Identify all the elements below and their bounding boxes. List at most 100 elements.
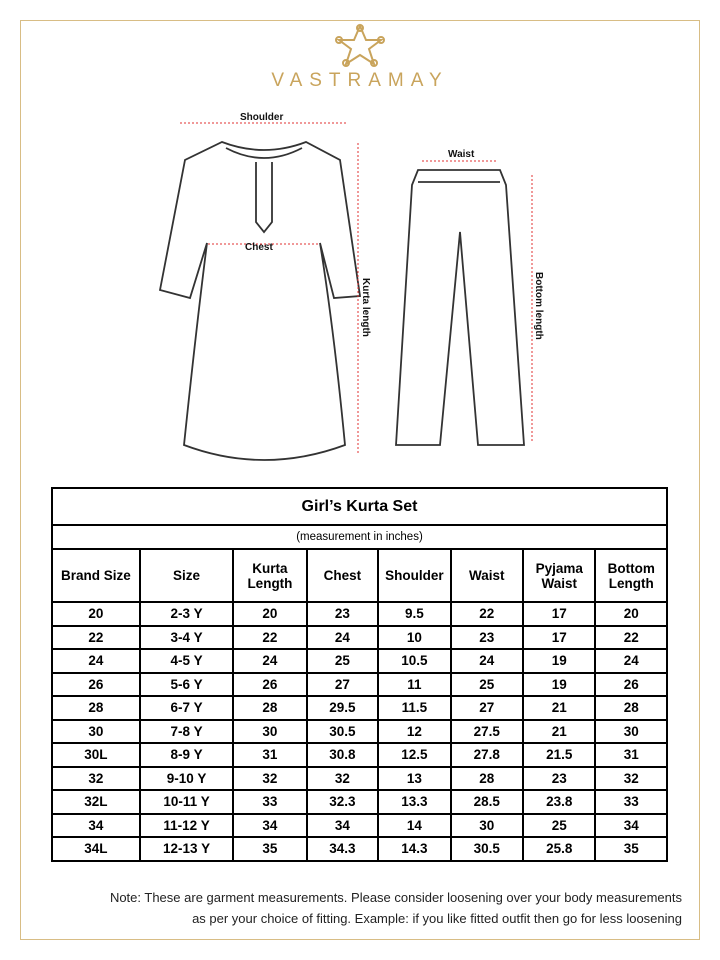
table-cell: 20	[594, 601, 668, 627]
table-cell: 19	[522, 648, 597, 674]
table-row: 20 2-3 Y 20 23 9.5 22 17 20	[51, 601, 668, 627]
table-cell: 34	[232, 812, 308, 838]
table-title: Girl’s Kurta Set	[51, 487, 668, 526]
table-cell: 28.5	[449, 789, 525, 815]
table-cell: 28	[232, 695, 308, 721]
table-cell: 25.8	[522, 836, 597, 862]
header-row: Brand Size Size Kurta Length Chest Shoulder W…	[51, 548, 668, 603]
column-header: Kurta Length	[232, 548, 308, 603]
table-cell: 30.5	[449, 836, 525, 862]
table-cell: 9.5	[377, 601, 452, 627]
column-header: Chest	[305, 548, 380, 603]
table-row: 34L 12-13 Y 35 34.3 14.3 30.5 25.8 35	[51, 836, 668, 862]
table-cell: 20	[232, 601, 308, 627]
table-cell: 34.3	[305, 836, 380, 862]
column-header: Brand Size	[51, 548, 141, 603]
table-cell: 21.5	[522, 742, 597, 768]
table-cell: 27	[449, 695, 525, 721]
table-cell: 4-5 Y	[138, 648, 235, 674]
table-cell: 32.3	[305, 789, 380, 815]
table-cell: 28	[594, 695, 668, 721]
table-cell: 8-9 Y	[138, 742, 235, 768]
table-cell: 26	[594, 671, 668, 697]
table-cell: 12.5	[377, 742, 452, 768]
table-cell: 9-10 Y	[138, 765, 235, 791]
table-row: 24 4-5 Y 24 25 10.5 24 19 24	[51, 648, 668, 674]
table-cell: 10-11 Y	[138, 789, 235, 815]
table-cell: 27.8	[449, 742, 525, 768]
table-cell: 23.8	[522, 789, 597, 815]
chest-label: Chest	[245, 242, 273, 253]
note-line-2: as per your choice of fitting. Example: …	[192, 911, 682, 926]
table-cell: 24	[232, 648, 308, 674]
table-cell: 32L	[51, 789, 141, 815]
table-cell: 32	[232, 765, 308, 791]
waist-label: Waist	[448, 149, 475, 160]
size-chart-table: Girl’s Kurta Set (measurement in inches)…	[51, 487, 668, 862]
table-cell: 30	[594, 718, 668, 744]
table-cell: 35	[594, 836, 668, 862]
table-cell: 25	[305, 648, 380, 674]
table-cell: 28	[449, 765, 525, 791]
table-row: 22 3-4 Y 22 24 10 23 17 22	[51, 624, 668, 650]
column-header: Waist	[449, 548, 525, 603]
brand-logo-icon	[335, 23, 385, 67]
table-cell: 30.5	[305, 718, 380, 744]
table-cell: 13.3	[377, 789, 452, 815]
table-cell: 10	[377, 624, 452, 650]
column-header: Bottom Length	[594, 548, 668, 603]
table-cell: 22	[449, 601, 525, 627]
table-row: 34 11-12 Y 34 34 14 30 25 34	[51, 812, 668, 838]
table-cell: 12	[377, 718, 452, 744]
table-cell: 14.3	[377, 836, 452, 862]
bottom-length-label: Bottom length	[533, 272, 544, 340]
brand-name: VASTRAMAY	[271, 70, 449, 91]
table-cell: 20	[51, 601, 141, 627]
column-header: Shoulder	[377, 548, 452, 603]
table-row: 30 7-8 Y 30 30.5 12 27.5 21 30	[51, 718, 668, 744]
table-cell: 22	[51, 624, 141, 650]
column-header: Pyjama Waist	[522, 548, 597, 603]
table-cell: 27.5	[449, 718, 525, 744]
table-cell: 23	[522, 765, 597, 791]
table-cell: 34	[594, 812, 668, 838]
table-cell: 11-12 Y	[138, 812, 235, 838]
table-cell: 25	[522, 812, 597, 838]
table-cell: 12-13 Y	[138, 836, 235, 862]
table-cell: 7-8 Y	[138, 718, 235, 744]
table-cell: 34L	[51, 836, 141, 862]
table-row: 26 5-6 Y 26 27 11 25 19 26	[51, 671, 668, 697]
shoulder-label: Shoulder	[240, 112, 283, 123]
kurta-length-label: Kurta length	[360, 278, 371, 337]
table-cell: 23	[449, 624, 525, 650]
table-cell: 28	[51, 695, 141, 721]
table-cell: 17	[522, 624, 597, 650]
table-cell: 11.5	[377, 695, 452, 721]
table-cell: 26	[51, 671, 141, 697]
table-cell: 25	[449, 671, 525, 697]
table-cell: 5-6 Y	[138, 671, 235, 697]
table-cell: 30L	[51, 742, 141, 768]
table-cell: 24	[594, 648, 668, 674]
table-cell: 24	[305, 624, 380, 650]
table-cell: 21	[522, 718, 597, 744]
table-cell: 32	[305, 765, 380, 791]
table-cell: 24	[51, 648, 141, 674]
table-cell: 32	[51, 765, 141, 791]
garment-illustration: Shoulder Chest Kurta length Waist Bottom…	[158, 112, 544, 461]
table-cell: 33	[232, 789, 308, 815]
table-row: 28 6-7 Y 28 29.5 11.5 27 21 28	[51, 695, 668, 721]
table-cell: 31	[232, 742, 308, 768]
table-cell: 2-3 Y	[138, 601, 235, 627]
table-cell: 33	[594, 789, 668, 815]
table-cell: 14	[377, 812, 452, 838]
table-row: 30L 8-9 Y 31 30.8 12.5 27.8 21.5 31	[51, 742, 668, 768]
table-cell: 11	[377, 671, 452, 697]
page-frame	[20, 20, 700, 940]
table-cell: 6-7 Y	[138, 695, 235, 721]
table-cell: 26	[232, 671, 308, 697]
table-cell: 35	[232, 836, 308, 862]
table-cell: 19	[522, 671, 597, 697]
table-cell: 32	[594, 765, 668, 791]
